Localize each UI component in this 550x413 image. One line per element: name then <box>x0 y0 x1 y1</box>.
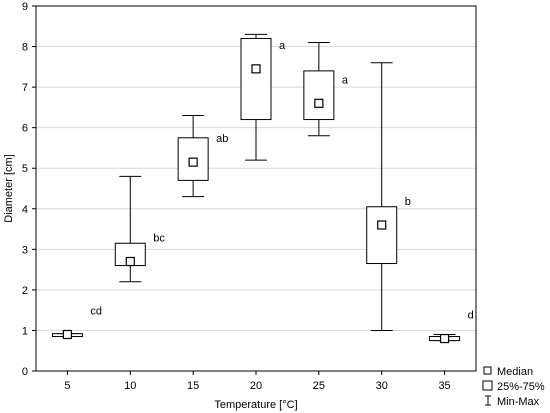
y-tick-label: 6 <box>22 123 28 135</box>
iqr-box <box>366 206 398 265</box>
group-label: b <box>405 196 411 208</box>
median-marker <box>377 220 387 230</box>
y-tick-label: 7 <box>22 82 28 94</box>
box-25: a <box>303 42 349 137</box>
median-marker <box>314 98 324 108</box>
y-tick-label: 0 <box>22 366 28 378</box>
box-35: d <box>429 310 474 344</box>
y-tick-label: 8 <box>22 42 28 54</box>
x-tick-label: 15 <box>187 380 199 392</box>
box-5: cd <box>51 306 102 340</box>
legend-minmax-label: Min-Max <box>497 396 540 408</box>
legend-median-label: Median <box>497 366 533 378</box>
box-30: b <box>366 62 411 331</box>
x-tick-label: 30 <box>376 380 388 392</box>
median-marker <box>125 256 135 267</box>
box-15: ab <box>177 115 228 198</box>
y-tick-label: 4 <box>22 204 28 216</box>
y-axis-label: Diameter [cm] <box>3 154 15 222</box>
y-tick-label: 9 <box>22 1 28 13</box>
x-tick-label: 10 <box>124 380 136 392</box>
x-tick-label: 20 <box>250 380 262 392</box>
legend: Median 25%-75% Min-Max <box>482 366 545 408</box>
x-tick-label: 35 <box>438 380 450 392</box>
group-label: d <box>468 310 474 322</box>
group-label: cd <box>90 306 102 318</box>
box-20: a <box>240 33 286 161</box>
median-marker <box>62 329 73 340</box>
group-label: ab <box>216 133 228 145</box>
x-axis-ticks: 5 10 15 20 25 30 35 <box>64 371 451 392</box>
legend-box-icon <box>482 380 493 391</box>
box-10: bc <box>114 175 165 283</box>
x-tick-label: 25 <box>313 380 325 392</box>
median-marker <box>251 64 261 74</box>
y-tick-label: 2 <box>22 285 28 297</box>
y-tick-label: 3 <box>22 244 28 256</box>
group-label: a <box>342 74 349 86</box>
group-label: a <box>279 40 286 52</box>
legend-box-label: 25%-75% <box>497 381 545 393</box>
plot-frame <box>35 5 477 372</box>
median-marker <box>439 333 450 344</box>
y-tick-label: 1 <box>22 325 28 337</box>
legend-minmax-icon <box>485 395 491 406</box>
iqr-box <box>303 70 335 121</box>
group-label: bc <box>153 233 165 245</box>
x-tick-label: 5 <box>64 380 70 392</box>
median-marker <box>188 157 198 167</box>
legend-median-icon <box>483 366 492 375</box>
iqr-box <box>240 37 272 121</box>
y-axis-ticks: 0 1 2 3 4 5 6 7 8 9 <box>22 1 36 378</box>
y-tick-label: 5 <box>22 163 28 175</box>
x-axis-label: Temperature [°C] <box>214 399 297 411</box>
